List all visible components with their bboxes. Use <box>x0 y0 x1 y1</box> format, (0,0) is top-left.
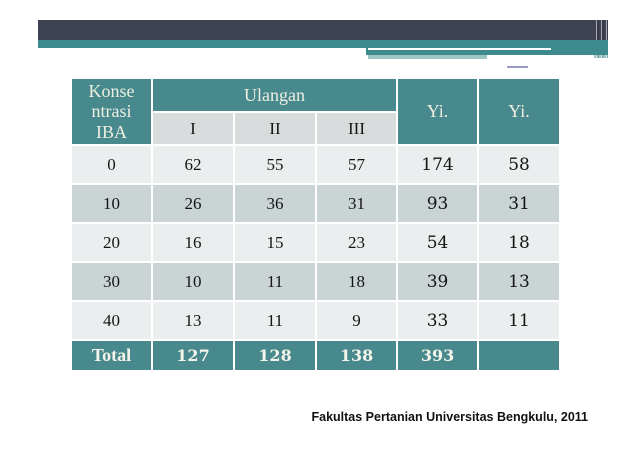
header-cell-konsentrasi-iba: Konse ntrasi IBA <box>72 79 151 144</box>
cell-yi-total: 93 <box>398 185 478 222</box>
cell-rep-ii: 36 <box>235 185 315 222</box>
cell-yi-total: 39 <box>398 263 478 300</box>
cell-concentration: 40 <box>72 302 151 339</box>
title-band-light-teal-strip <box>368 55 487 59</box>
table-row-20: 20 16 15 23 54 18 <box>72 224 560 261</box>
table-row-40: 40 13 11 9 33 11 <box>72 302 560 339</box>
table-total-row: Total 127 128 138 393 <box>72 341 560 370</box>
cell-yi-mean: 13 <box>479 263 560 300</box>
cell-concentration: 30 <box>72 263 151 300</box>
cell-yi-mean: 58 <box>479 146 560 183</box>
iba-data-table: Konse ntrasi IBA Ulangan Yi. Yi. I II II… <box>70 77 561 372</box>
header-cell-ulangan: Ulangan <box>153 79 397 111</box>
total-empty <box>479 341 560 370</box>
cell-rep-i: 62 <box>153 146 233 183</box>
subheader-cell-iii: III <box>317 113 397 144</box>
cell-rep-iii: 57 <box>317 146 397 183</box>
cell-rep-iii: 23 <box>317 224 397 261</box>
cell-rep-iii: 9 <box>317 302 397 339</box>
cell-rep-i: 16 <box>153 224 233 261</box>
total-grand: 393 <box>398 341 478 370</box>
title-band-white-line <box>368 48 551 50</box>
total-rep-i: 127 <box>153 341 233 370</box>
title-band-teal-bar <box>38 40 608 48</box>
table-row-0: 0 62 55 57 174 58 <box>72 146 560 183</box>
total-label: Total <box>72 341 151 370</box>
total-rep-iii: 138 <box>317 341 397 370</box>
cell-rep-i: 26 <box>153 185 233 222</box>
cell-rep-ii: 15 <box>235 224 315 261</box>
subheader-cell-i: I <box>153 113 233 144</box>
cell-rep-i: 13 <box>153 302 233 339</box>
title-band-navy-bar <box>38 20 594 40</box>
title-band-teal-extension <box>366 48 608 55</box>
cell-yi-mean: 31 <box>479 185 560 222</box>
accent-dash <box>507 66 528 68</box>
total-rep-ii: 128 <box>235 341 315 370</box>
cell-concentration: 20 <box>72 224 151 261</box>
cell-concentration: 10 <box>72 185 151 222</box>
table-row-10: 10 26 36 31 93 31 <box>72 185 560 222</box>
table-row-30: 30 10 11 18 39 13 <box>72 263 560 300</box>
cell-rep-i: 10 <box>153 263 233 300</box>
header-cell-yi-total: Yi. <box>398 79 478 144</box>
footer-credit: Fakultas Pertanian Universitas Bengkulu,… <box>311 410 588 424</box>
cell-rep-iii: 18 <box>317 263 397 300</box>
header-cell-yi-mean: Yi. <box>479 79 560 144</box>
cell-yi-total: 174 <box>398 146 478 183</box>
cell-yi-mean: 11 <box>479 302 560 339</box>
subheader-cell-ii: II <box>235 113 315 144</box>
cell-yi-total: 54 <box>398 224 478 261</box>
cell-yi-mean: 18 <box>479 224 560 261</box>
cell-yi-total: 33 <box>398 302 478 339</box>
cell-concentration: 0 <box>72 146 151 183</box>
cell-rep-ii: 11 <box>235 263 315 300</box>
cell-rep-ii: 11 <box>235 302 315 339</box>
cell-rep-ii: 55 <box>235 146 315 183</box>
cell-rep-iii: 31 <box>317 185 397 222</box>
